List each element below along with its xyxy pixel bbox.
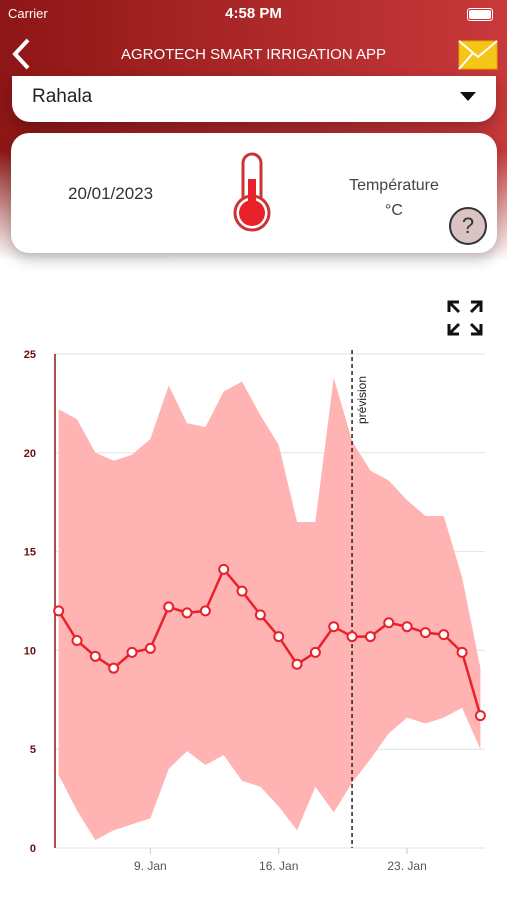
back-button[interactable] (10, 36, 34, 72)
battery (467, 8, 493, 21)
data-point (364, 631, 376, 643)
measure-unit: °C (385, 202, 403, 219)
data-point (328, 621, 340, 633)
data-point (456, 646, 468, 658)
mail-button[interactable] (458, 40, 498, 70)
dropdown-arrow (460, 92, 476, 101)
data-point (108, 662, 120, 674)
data-point (474, 710, 486, 722)
y-tick-label: 25 (24, 349, 36, 361)
data-point (273, 631, 285, 643)
x-tick-label: 23. Jan (387, 859, 426, 873)
data-point (291, 658, 303, 670)
data-point (126, 646, 138, 658)
carrier: Carrier (8, 6, 48, 21)
data-point (71, 635, 83, 647)
info-card: 20/01/2023 Température °C ? (11, 133, 497, 253)
data-point (181, 607, 193, 619)
dropdown-value: Rahala (32, 86, 93, 107)
data-point (236, 585, 248, 597)
fullscreen-button[interactable] (447, 300, 483, 336)
measure-name: Température (349, 177, 439, 194)
y-tick-label: 10 (24, 645, 36, 657)
data-point (163, 601, 175, 613)
y-tick-label: 20 (24, 448, 36, 460)
data-point (89, 650, 101, 662)
y-tick-label: 0 (30, 843, 36, 855)
data-point (254, 609, 266, 621)
chart: 0 5 10 15 20 25 9. Jan 16. Jan 23. Jan prévision (24, 349, 486, 873)
data-point (309, 646, 321, 658)
measure: Température °C (329, 173, 459, 223)
station-dropdown[interactable]: Rahala (12, 76, 496, 122)
data-point (144, 642, 156, 654)
data-point (419, 627, 431, 639)
app-title: AGROTECH SMART IRRIGATION APP (120, 46, 387, 63)
y-tick-label: 15 (24, 547, 36, 559)
data-point (53, 605, 65, 617)
thermometer-icon (233, 152, 271, 232)
data-point (438, 629, 450, 641)
range-band (58, 377, 481, 841)
date: 20/01/2023 (68, 184, 154, 203)
forecast-label: prévision (355, 376, 369, 424)
y-tick-label: 5 (30, 744, 36, 756)
data-point (218, 563, 230, 575)
data-point (383, 617, 395, 629)
x-tick-label: 9. Jan (134, 859, 167, 873)
data-point (346, 631, 358, 643)
data-point (401, 621, 413, 633)
data-point (199, 605, 211, 617)
help-button[interactable]: ? (449, 207, 487, 245)
clock: 4:58 PM (225, 5, 282, 22)
x-tick-label: 16. Jan (259, 859, 298, 873)
